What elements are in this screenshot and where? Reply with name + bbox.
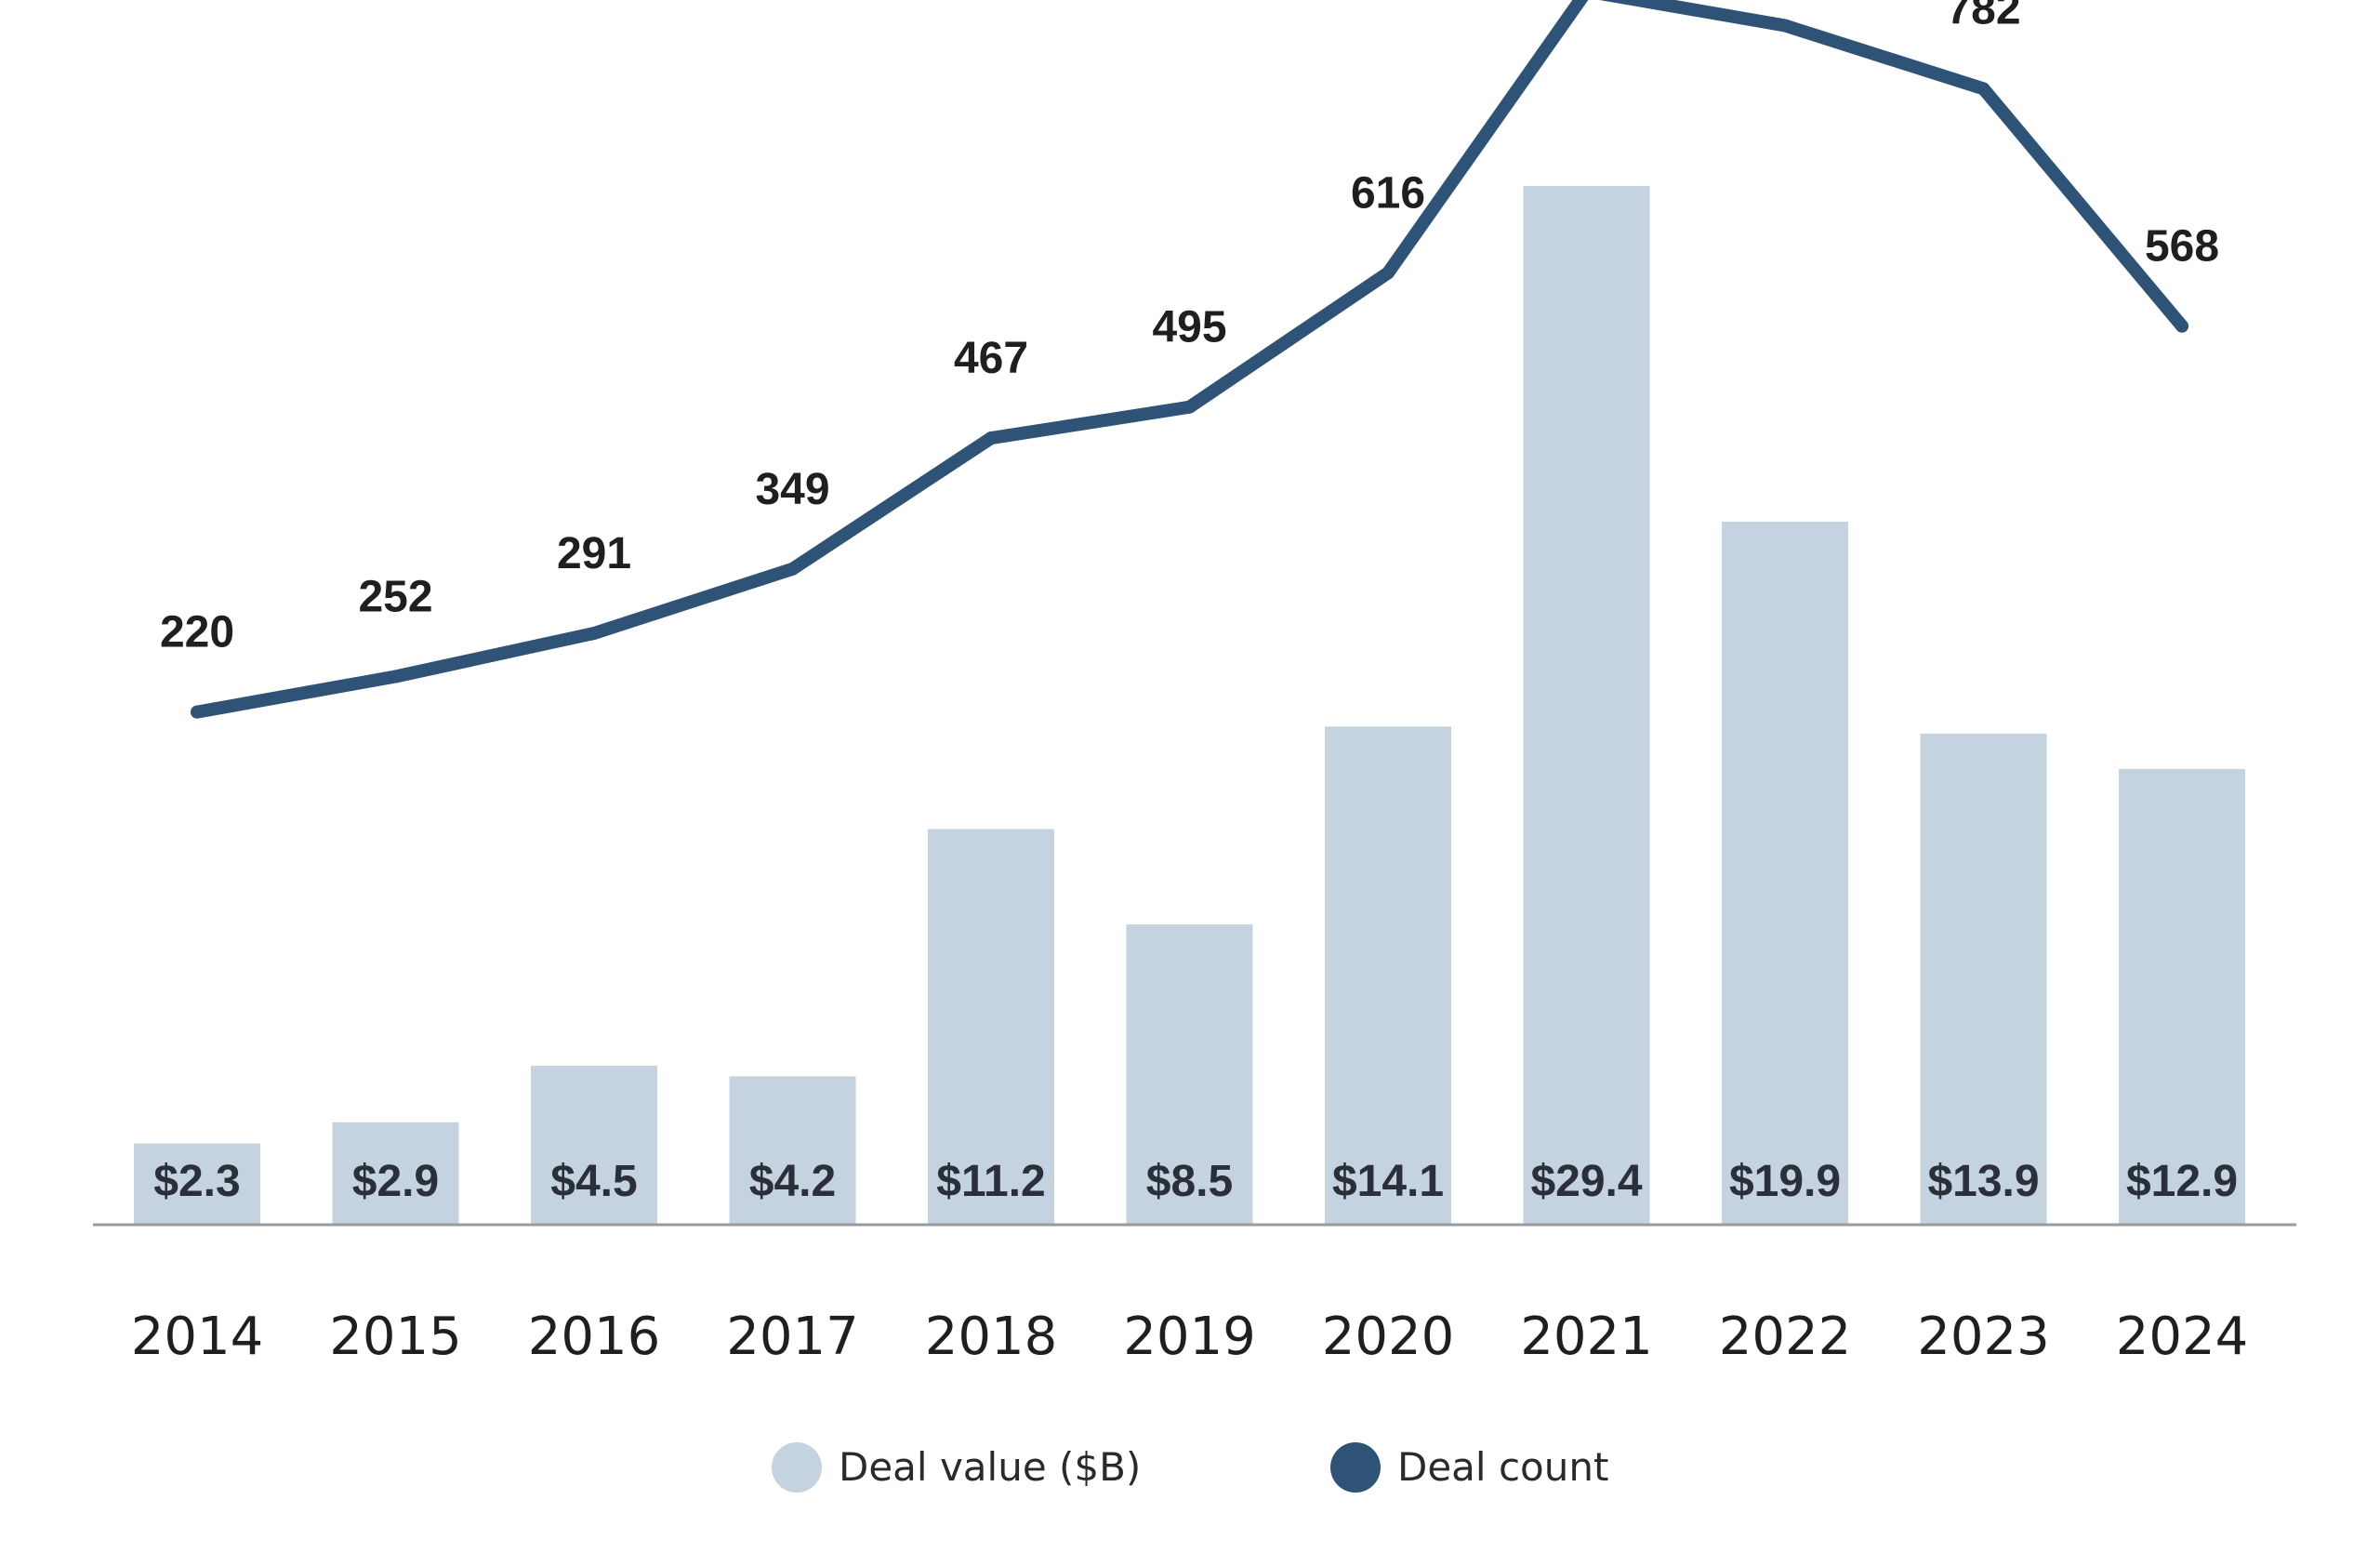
deal-count-point-2015 bbox=[389, 670, 403, 684]
deal-count-label-2023: 782 bbox=[1946, 0, 2020, 33]
bar-2018 bbox=[928, 829, 1054, 1225]
bar-value-label-2020: $14.1 bbox=[1332, 1157, 1444, 1206]
bar-value-label-2017: $4.2 bbox=[749, 1157, 836, 1206]
bar-value-label-2023: $13.9 bbox=[1927, 1157, 2039, 1206]
bar-2014 bbox=[134, 1143, 260, 1225]
bar-value-label-2024: $12.9 bbox=[2126, 1157, 2238, 1206]
bar-value-label-2019: $8.5 bbox=[1146, 1157, 1233, 1206]
x-tick-2019: 2019 bbox=[1123, 1307, 1256, 1367]
deal-count-point-2016 bbox=[588, 626, 601, 640]
deal-count-label-2024: 568 bbox=[2145, 222, 2219, 272]
bar-2019 bbox=[1126, 924, 1253, 1225]
bar-2017 bbox=[729, 1076, 856, 1225]
bar-2016 bbox=[531, 1066, 657, 1225]
bar-value-label-2018: $11.2 bbox=[936, 1157, 1045, 1206]
bar-2015 bbox=[332, 1122, 459, 1225]
x-tick-2024: 2024 bbox=[2116, 1307, 2249, 1367]
bar-value-label-2016: $4.5 bbox=[550, 1157, 637, 1206]
deal-count-point-2023 bbox=[1977, 82, 1990, 96]
deal-count-label-2020: 616 bbox=[1351, 168, 1425, 218]
deal-count-point-2022 bbox=[1778, 19, 1792, 33]
deal-count-label-2016: 291 bbox=[557, 529, 631, 578]
bar-2021 bbox=[1523, 186, 1650, 1225]
x-tick-2018: 2018 bbox=[925, 1307, 1058, 1367]
bar-value-label-2021: $29.4 bbox=[1530, 1157, 1642, 1206]
x-tick-2020: 2020 bbox=[1322, 1307, 1455, 1367]
deal-count-point-2018 bbox=[985, 431, 998, 445]
bar-2023 bbox=[1920, 733, 2047, 1225]
deal-count-label-2014: 220 bbox=[160, 608, 234, 657]
x-ticks-layer: 2014 2015 2016 2017 2018 2019 2020 2021 2022 2023… bbox=[131, 1307, 2249, 1367]
x-tick-2014: 2014 bbox=[131, 1307, 264, 1367]
legend: Deal value ($B) Deal count bbox=[772, 1442, 1608, 1493]
bar-value-label-2022: $19.9 bbox=[1729, 1157, 1841, 1206]
x-tick-2023: 2023 bbox=[1917, 1307, 2050, 1367]
deal-count-label-2017: 349 bbox=[755, 465, 829, 514]
x-tick-2017: 2017 bbox=[726, 1307, 859, 1367]
legend-swatch-deal-count bbox=[1330, 1442, 1381, 1493]
deal-count-point-2017 bbox=[786, 562, 800, 576]
labels-layer: $2.3 $2.9 $4.5 $4.2 $11.2 $8.5 $14.1 $29.4 $19.9… bbox=[153, 0, 2238, 1206]
x-tick-2022: 2022 bbox=[1719, 1307, 1852, 1367]
deal-count-line bbox=[191, 0, 2188, 719]
bar-2024 bbox=[2119, 768, 2245, 1225]
legend-swatch-deal-value bbox=[772, 1442, 822, 1493]
bar-2022 bbox=[1722, 521, 1848, 1225]
deal-count-label-2018: 467 bbox=[954, 334, 1028, 383]
x-tick-2015: 2015 bbox=[329, 1307, 462, 1367]
legend-label-deal-count: Deal count bbox=[1397, 1444, 1608, 1490]
deal-count-point-2024 bbox=[2175, 319, 2188, 333]
bars-layer bbox=[134, 186, 2245, 1225]
x-tick-2021: 2021 bbox=[1520, 1307, 1653, 1367]
deal-count-point-2014 bbox=[191, 705, 204, 719]
deal-count-label-2015: 252 bbox=[358, 572, 432, 621]
deal-count-point-2019 bbox=[1183, 400, 1197, 414]
deal-count-point-2020 bbox=[1382, 266, 1395, 280]
bar-2020 bbox=[1325, 726, 1451, 1225]
legend-label-deal-value: Deal value ($B) bbox=[839, 1444, 1141, 1490]
bar-value-label-2015: $2.9 bbox=[352, 1157, 439, 1206]
bar-value-label-2014: $2.3 bbox=[153, 1157, 240, 1206]
x-tick-2016: 2016 bbox=[528, 1307, 661, 1367]
deal-count-label-2019: 495 bbox=[1152, 303, 1226, 352]
line-layer bbox=[191, 0, 2188, 719]
